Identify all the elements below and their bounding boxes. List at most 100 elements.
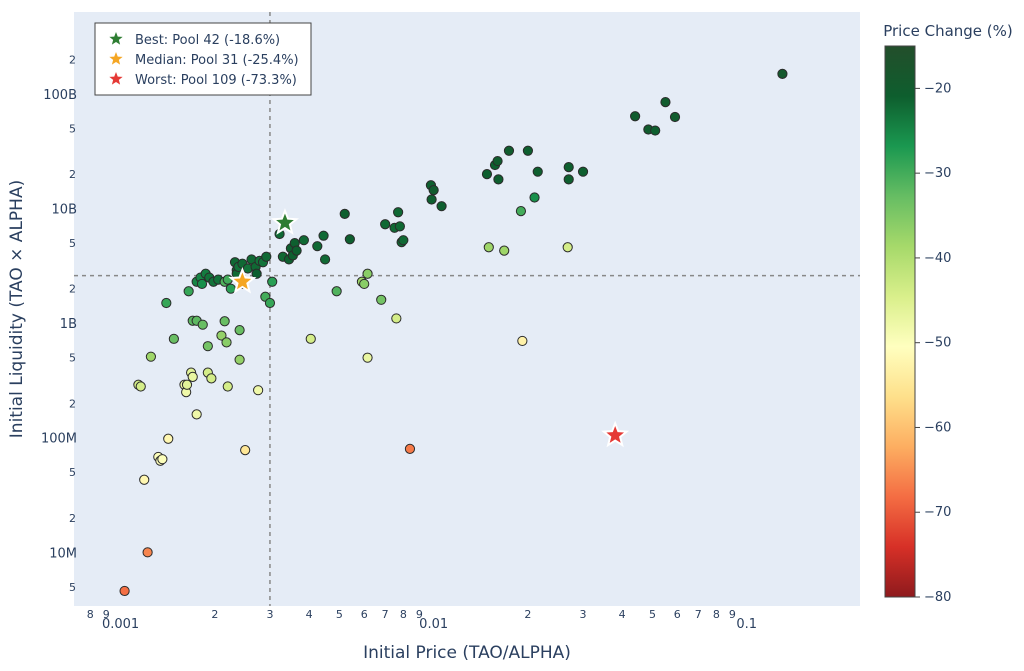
x-minor-tick-label: 3 [266, 608, 273, 621]
data-point [225, 283, 236, 294]
data-point [359, 278, 370, 290]
data-point [339, 208, 350, 219]
x-minor-tick-label: 8 [713, 608, 720, 621]
x-minor-tick-label: 5 [649, 608, 656, 621]
data-point [436, 201, 447, 212]
data-point [291, 245, 302, 256]
x-axis-title: Initial Price (TAO/ALPHA) [363, 643, 571, 663]
data-point [219, 316, 230, 327]
data-point [404, 443, 416, 454]
data-point [481, 169, 493, 180]
y-minor-tick-label: 5 [69, 581, 76, 594]
data-point [163, 433, 174, 444]
data-point [312, 241, 323, 252]
x-minor-tick-label: 6 [674, 608, 681, 621]
colorbar-tick-label: −80 [924, 590, 951, 605]
x-minor-tick-label: 9 [416, 608, 423, 621]
data-point [253, 385, 264, 396]
y-minor-tick-label: 5 [69, 466, 76, 479]
data-point [221, 337, 232, 348]
y-minor-tick-label: 2 [69, 397, 76, 410]
colorbar [884, 45, 916, 598]
data-point [145, 351, 157, 362]
colorbar-tick-label: −20 [924, 81, 951, 96]
colorbar-tick-label: −30 [924, 166, 951, 181]
data-point [517, 335, 528, 347]
y-tick-label: 100M [41, 432, 77, 447]
data-point [777, 68, 788, 79]
data-point [394, 221, 405, 232]
data-point [563, 162, 574, 173]
x-minor-tick-label: 6 [361, 608, 368, 621]
data-point [529, 192, 540, 203]
data-point [669, 111, 681, 123]
data-point [503, 145, 515, 156]
data-point [261, 251, 272, 262]
x-minor-tick-label: 4 [619, 608, 626, 621]
x-minor-tick-label: 7 [695, 608, 702, 621]
data-point [630, 111, 641, 122]
data-point [234, 354, 245, 365]
data-point [331, 286, 342, 297]
data-point [142, 547, 153, 558]
y-minor-tick-label: 2 [69, 54, 76, 67]
legend-star-icon [109, 32, 123, 45]
y-tick-label: 1B [60, 317, 77, 332]
y-minor-tick-label: 2 [69, 168, 76, 181]
data-point [181, 379, 193, 390]
data-point [391, 313, 402, 324]
data-point [157, 454, 168, 465]
plot-background [74, 12, 860, 606]
x-tick-label: 0.1 [736, 617, 757, 632]
data-point [264, 297, 276, 309]
data-point [251, 268, 262, 279]
colorbar-tick-label: −70 [924, 505, 951, 520]
data-point [168, 333, 179, 344]
data-point [362, 268, 373, 279]
y-axis-title: Initial Liquidity (TAO × ALPHA) [7, 180, 27, 438]
y-minor-tick-label: 5 [69, 352, 76, 365]
data-point [197, 319, 208, 330]
worst-pool-star [601, 420, 630, 448]
legend-box [94, 22, 312, 96]
legend-entry-label: Median: Pool 31 (-25.4%) [135, 53, 299, 68]
data-point [222, 274, 233, 285]
y-tick-label: 100B [43, 88, 77, 103]
data-point [376, 294, 387, 305]
axis-ticks: 0.001 0.01 0.18 9 2 3 4 5 6 7 8 9 2 3 4 5 6 7 8 910M100M1B1… [41, 54, 757, 632]
x-minor-tick-label: 8 [87, 608, 94, 621]
y-minor-tick-label: 2 [69, 512, 76, 525]
legend-star-icon [109, 72, 123, 85]
data-point [318, 230, 329, 241]
data-point [362, 352, 373, 363]
x-minor-tick-label: 7 [382, 608, 389, 621]
data-point [187, 371, 198, 382]
data-point [135, 381, 146, 392]
x-tick-label: 0.001 [102, 617, 139, 632]
data-point [183, 286, 194, 297]
highlighted-points [228, 208, 630, 448]
colorbar-tick-label: −50 [924, 336, 951, 351]
colorbar-title: Price Change (%) [883, 22, 1013, 40]
data-point [298, 235, 309, 246]
data-point [515, 206, 527, 217]
data-point [161, 297, 172, 309]
best-pool-star [270, 208, 299, 235]
data-point [499, 245, 510, 256]
x-minor-tick-label: 3 [580, 608, 587, 621]
data-point [428, 185, 439, 196]
data-point [191, 409, 202, 420]
x-minor-tick-label: 2 [524, 608, 531, 621]
data-point [139, 474, 150, 485]
data-point [380, 219, 391, 230]
y-minor-tick-label: 5 [69, 123, 76, 136]
data-point [206, 373, 217, 384]
legend-star-icon [109, 52, 123, 65]
y-minor-tick-label: 2 [69, 283, 76, 296]
x-minor-tick-label: 8 [400, 608, 407, 621]
y-minor-tick-label: 5 [69, 237, 76, 250]
data-point [119, 585, 130, 597]
colorbar-tick-label: −60 [924, 420, 951, 435]
x-minor-tick-label: 4 [306, 608, 313, 621]
